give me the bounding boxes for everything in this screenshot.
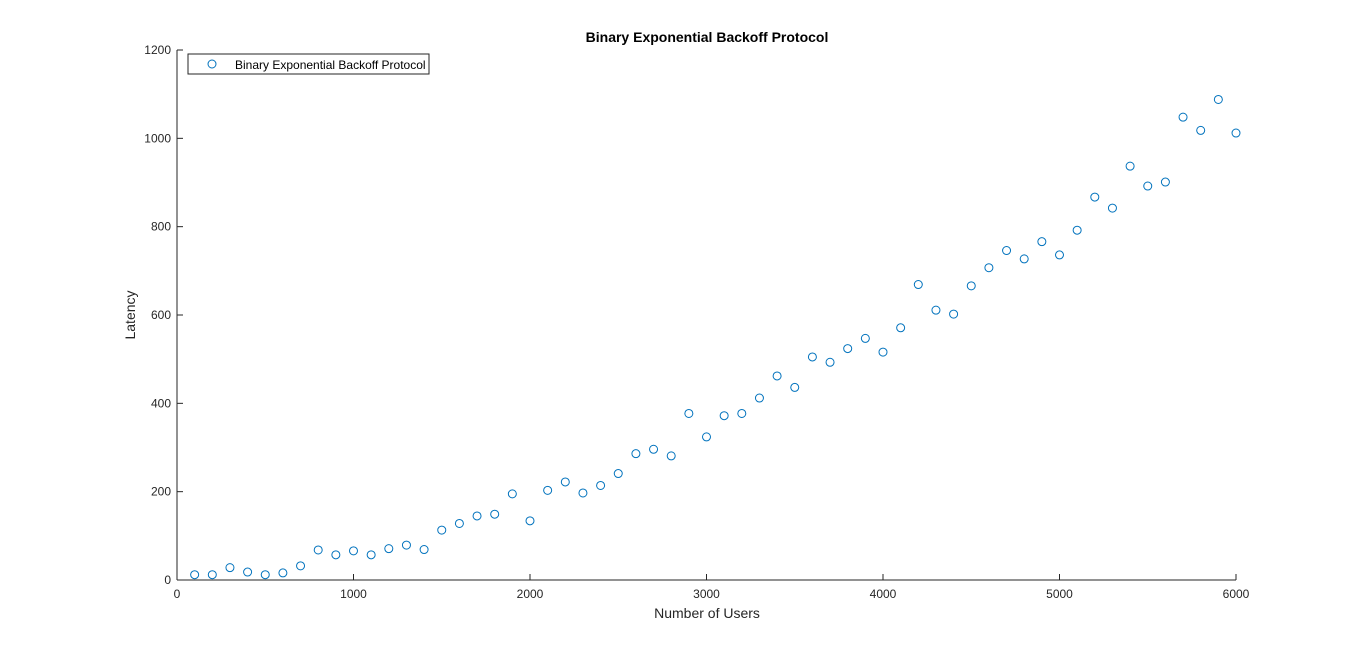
data-point: [1178, 112, 1188, 122]
data-point: [1055, 250, 1064, 260]
legend: Binary Exponential Backoff Protocol: [187, 53, 430, 75]
data-point: [1160, 177, 1170, 187]
data-point: [613, 469, 623, 479]
data-point: [207, 570, 217, 580]
legend-marker: [207, 59, 217, 69]
y-tick-label: 1000: [144, 131, 171, 145]
data-point: [1037, 237, 1047, 247]
data-point: [807, 352, 817, 362]
y-tick-label: 600: [151, 308, 171, 322]
data-point: [754, 393, 764, 403]
data-point: [860, 333, 870, 343]
data-point: [384, 544, 394, 554]
data-point: [525, 516, 535, 526]
data-point: [313, 545, 323, 555]
data-point: [896, 323, 906, 333]
chart-title: Binary Exponential Backoff Protocol: [586, 29, 829, 45]
data-point: [1213, 94, 1223, 104]
y-tick-label: 800: [151, 220, 171, 234]
data-point: [366, 550, 376, 560]
y-tick-label: 400: [151, 396, 171, 410]
x-tick-label: 6000: [1223, 587, 1250, 601]
data-point: [1196, 125, 1206, 135]
data-point: [843, 344, 853, 354]
data-point: [966, 281, 976, 291]
y-tick-label: 1200: [144, 43, 171, 57]
y-axis-ticks: 0 200 400 600 800 1000 1200: [144, 43, 183, 587]
data-point: [596, 480, 606, 490]
data-point: [543, 485, 553, 495]
x-tick-label: 4000: [870, 587, 897, 601]
data-point: [472, 511, 482, 521]
x-tick-label: 2000: [517, 587, 544, 601]
data-point: [437, 525, 447, 535]
x-axis-ticks: 0 1000 2000 3000 4000 5000 6000: [174, 574, 1250, 601]
x-tick-label: 1000: [340, 587, 367, 601]
data-point: [560, 477, 570, 487]
data-point: [984, 263, 994, 273]
data-point: [790, 382, 800, 392]
x-tick-label: 5000: [1046, 587, 1073, 601]
data-point: [278, 568, 288, 578]
data-point: [419, 545, 429, 555]
data-point: [190, 570, 200, 580]
data-point: [1090, 192, 1100, 202]
data-point: [878, 347, 888, 357]
data-point: [931, 305, 941, 315]
data-point: [490, 509, 500, 519]
data-point: [1107, 203, 1117, 213]
data-point: [454, 518, 464, 528]
y-tick-label: 200: [151, 485, 171, 499]
data-point: [401, 540, 411, 550]
data-point: [772, 371, 782, 381]
data-point: [631, 449, 641, 459]
data-point: [507, 489, 517, 499]
data-point: [1125, 161, 1135, 171]
data-point: [913, 280, 923, 290]
data-point: [349, 546, 358, 556]
data-point: [702, 432, 711, 442]
data-point: [331, 550, 341, 560]
data-point: [1231, 128, 1241, 138]
data-point: [949, 309, 959, 319]
data-point: [719, 411, 729, 421]
data-point: [649, 444, 659, 454]
x-tick-label: 0: [174, 587, 181, 601]
data-point: [825, 357, 835, 367]
legend-box: [187, 53, 430, 75]
data-point: [684, 408, 694, 418]
x-axis-label: Number of Users: [654, 605, 760, 621]
data-point: [666, 451, 676, 461]
data-point: [578, 488, 588, 498]
data-point: [1143, 181, 1153, 191]
data-point: [260, 570, 270, 580]
data-point: [225, 563, 235, 573]
data-point: [737, 408, 747, 418]
data-point: [1002, 246, 1012, 256]
data-point: [243, 567, 253, 577]
y-axis-label: Latency: [122, 290, 138, 339]
data-point: [296, 561, 306, 571]
data-point: [1072, 225, 1082, 235]
data-point: [1019, 254, 1029, 264]
y-tick-label: 0: [164, 573, 171, 587]
data-points: [190, 94, 1241, 580]
x-tick-label: 3000: [693, 587, 720, 601]
legend-entry: Binary Exponential Backoff Protocol: [235, 58, 426, 72]
